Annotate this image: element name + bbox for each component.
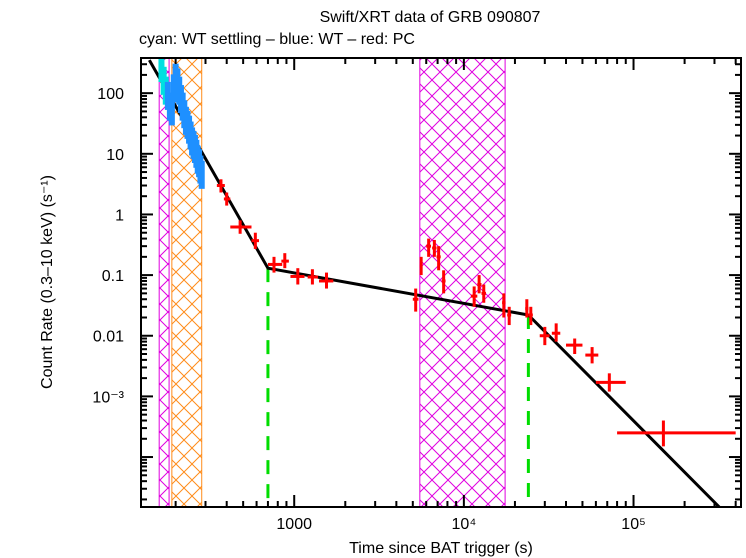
- chart-subtitle: cyan: WT settling – blue: WT – red: PC: [139, 31, 415, 48]
- pc-point: [539, 326, 550, 346]
- pc-point: [290, 268, 305, 285]
- pc-point: [551, 323, 561, 342]
- pc-point: [502, 293, 506, 318]
- y-tick-label: 1: [115, 207, 124, 224]
- pc-point: [470, 286, 478, 307]
- pc-point: [419, 256, 423, 276]
- y-axis-label: Count Rate (0.3–10 keV) (s⁻¹): [39, 175, 56, 389]
- pc-point: [441, 270, 446, 294]
- x-tick-label: 10⁴: [452, 516, 477, 533]
- pc-point: [481, 284, 486, 303]
- pc-point: [319, 272, 334, 289]
- pc-point: [426, 238, 431, 257]
- axes: 1000 10⁴ 10⁵ 100 10 1 0.1 0.01 10⁻³: [92, 58, 741, 533]
- pc-point: [436, 246, 441, 271]
- pc-point: [216, 179, 225, 193]
- pc-point: [251, 232, 259, 249]
- pc-point: [307, 269, 318, 285]
- model-fit: [148, 59, 721, 507]
- model-line: [148, 59, 721, 507]
- excluded-interval-1: [158, 58, 170, 507]
- pc-point: [267, 256, 283, 273]
- pc-point: [528, 306, 533, 326]
- chart-title: Swift/XRT data of GRB 090807: [320, 9, 541, 26]
- pc-point: [432, 239, 437, 257]
- blue-point: [168, 97, 175, 126]
- y-tick-label: 100: [97, 86, 124, 103]
- pc-point: [477, 275, 482, 294]
- x-axis-label: Time since BAT trigger (s): [349, 540, 533, 557]
- excluded-interval-3: [419, 58, 506, 507]
- pc-point: [281, 253, 289, 269]
- pc-point: [617, 420, 736, 447]
- x-tick-label: 1000: [276, 516, 312, 533]
- pc-point: [585, 347, 599, 364]
- y-tick-label: 0.1: [102, 268, 124, 285]
- pc-point: [566, 338, 583, 354]
- pc-point: [223, 192, 231, 206]
- y-tick-label: 10: [106, 147, 124, 164]
- y-tick-label: 10⁻³: [92, 389, 124, 406]
- pc-point: [525, 299, 529, 318]
- y-tick-label: 0.01: [93, 329, 124, 346]
- data-points: [158, 58, 736, 447]
- pc-point: [412, 288, 419, 312]
- pc-point: [595, 373, 626, 392]
- pc-point: [507, 306, 512, 326]
- x-tick-label: 10⁵: [621, 516, 645, 533]
- break-lines: [266, 268, 530, 507]
- pc-point: [230, 220, 252, 234]
- plot-frame: [140, 57, 742, 508]
- shaded-regions: [158, 58, 506, 507]
- blue-point: [198, 160, 205, 189]
